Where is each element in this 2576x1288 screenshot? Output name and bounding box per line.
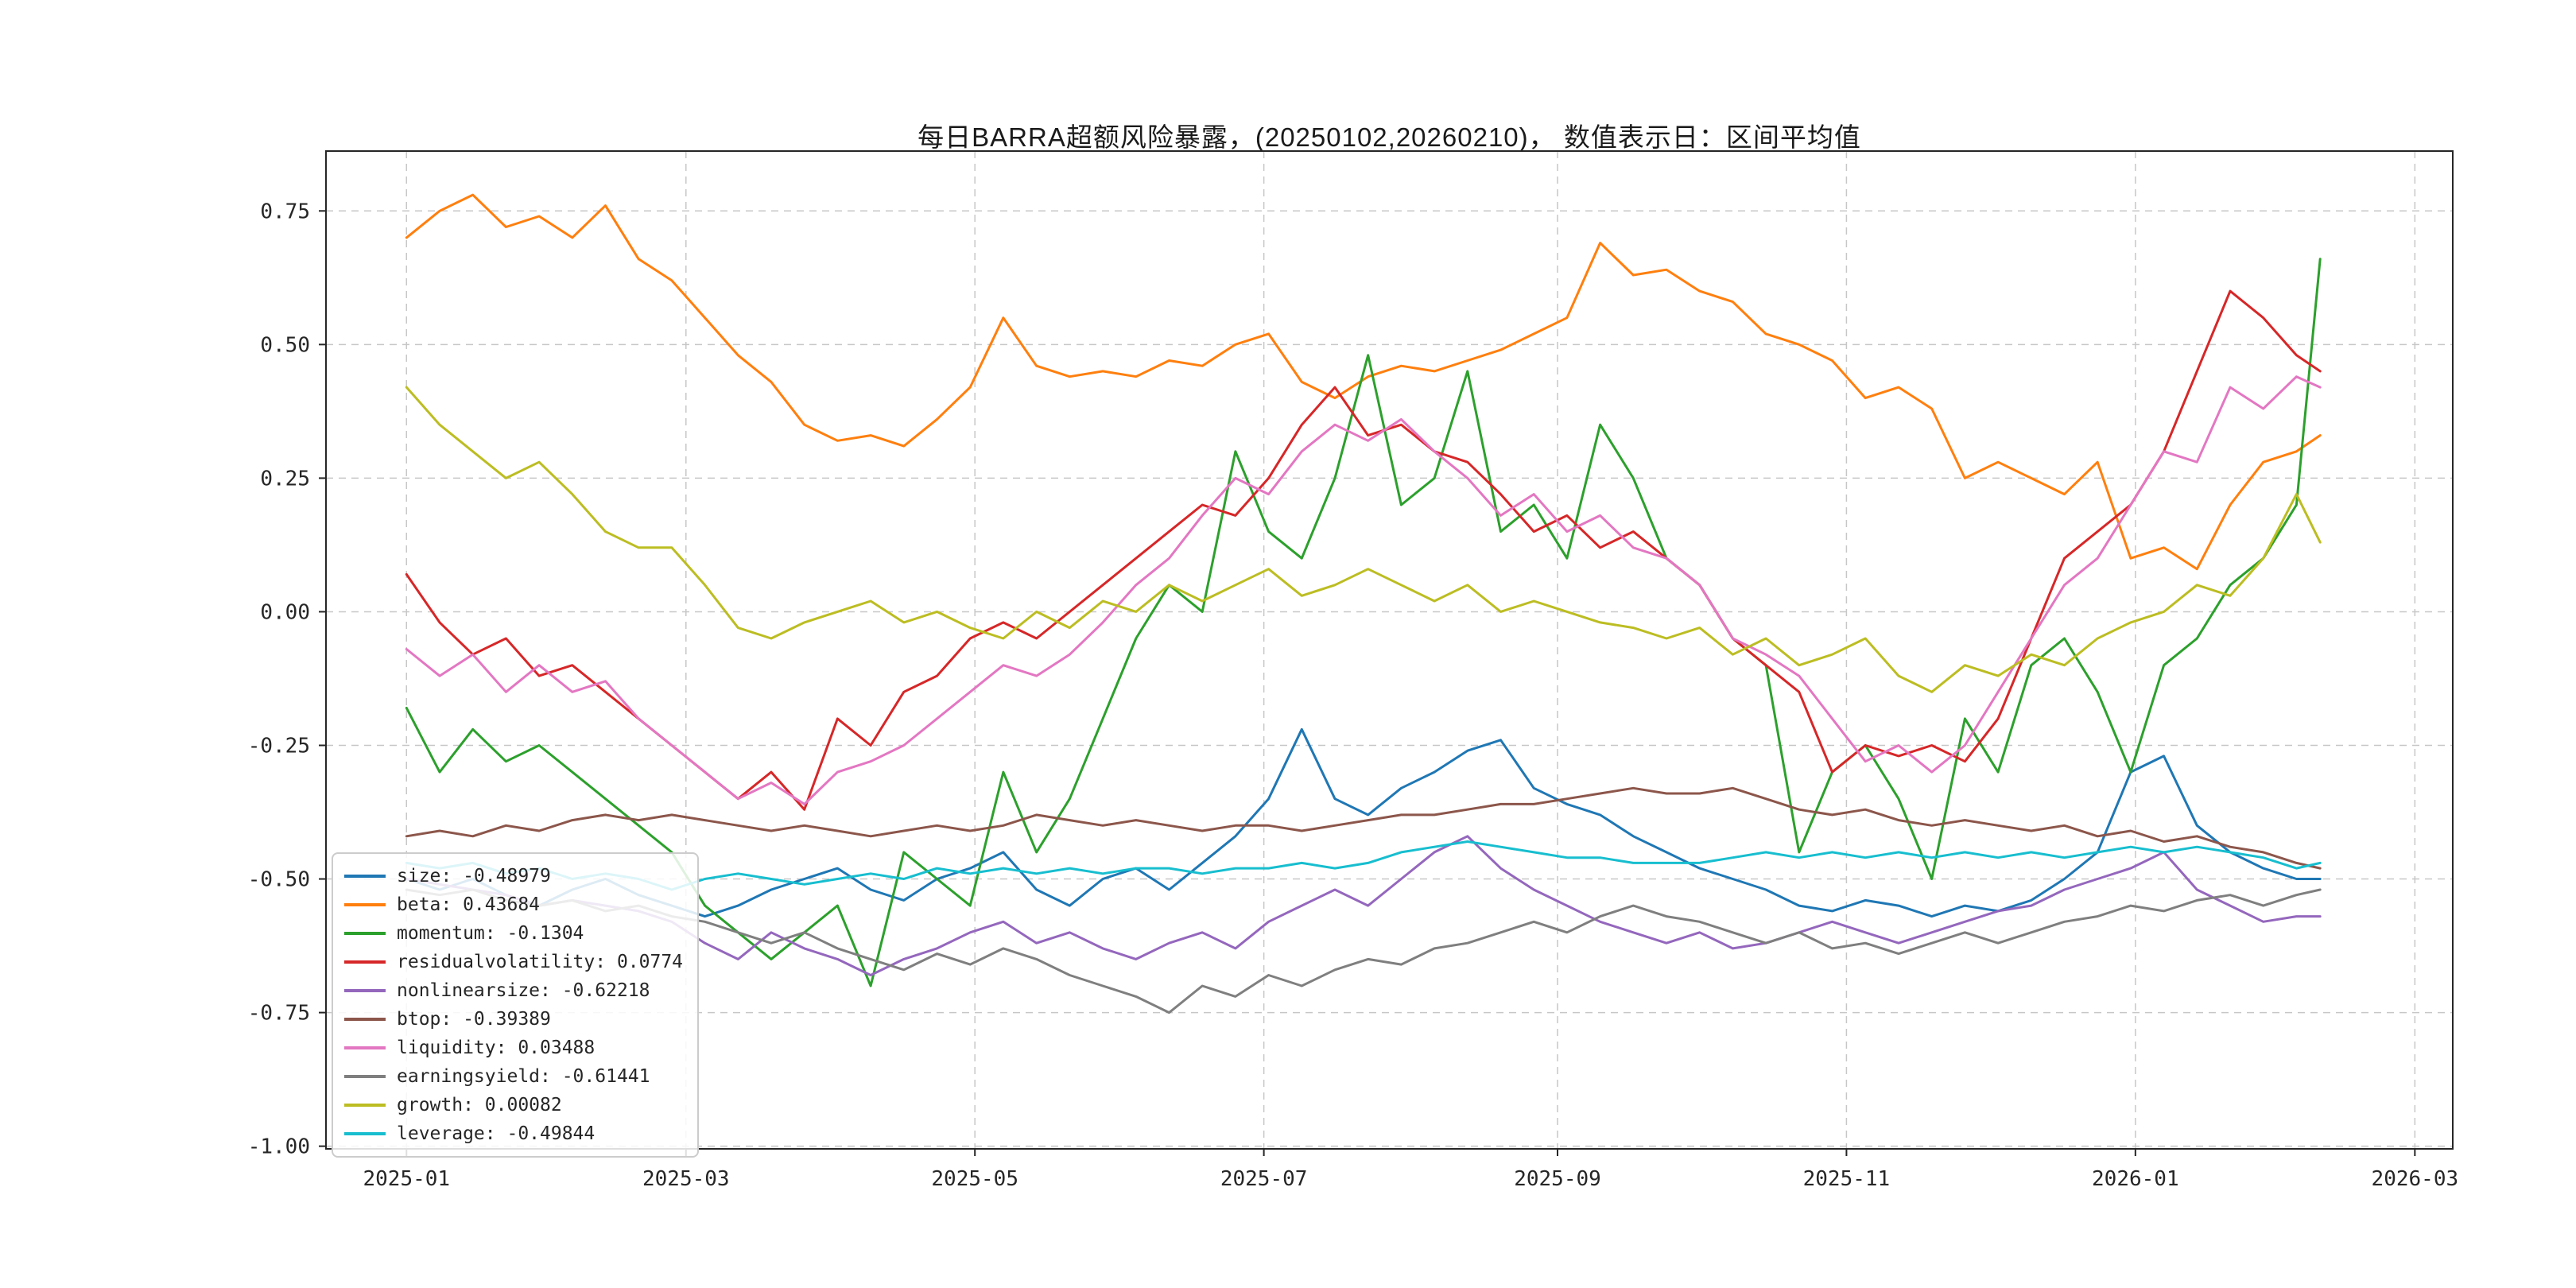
- y-tick-label: 0.25: [260, 467, 310, 491]
- tick-labels: 2025-01 2025-03 2025-05 2025-07 2025-09 2025-…: [248, 200, 2458, 1191]
- legend-line-swatch: [344, 1132, 386, 1135]
- legend-label: leverage: -0.49844: [397, 1123, 596, 1144]
- y-tick-label: -0.25: [248, 734, 310, 758]
- x-tick-label: 2025-07: [1220, 1167, 1308, 1191]
- legend-line-swatch: [344, 989, 386, 992]
- x-tick-label: 2025-05: [931, 1167, 1018, 1191]
- legend-item-liquidity: liquidity: 0.03488: [344, 1034, 683, 1062]
- legend-label: beta: 0.43684: [397, 894, 541, 915]
- legend-label: earningsyield: -0.61441: [397, 1066, 650, 1087]
- legend-item-nonlinearsize: nonlinearsize: -0.62218: [344, 976, 683, 1005]
- legend-label: liquidity: 0.03488: [397, 1038, 596, 1058]
- legend-line-swatch: [344, 960, 386, 964]
- x-tick-label: 2026-01: [2092, 1167, 2179, 1191]
- legend-item-growth: growth: 0.00082: [344, 1091, 683, 1119]
- legend-item-size: size: -0.48979: [344, 862, 683, 890]
- y-tick-label: 0.00: [260, 600, 310, 624]
- y-tick-label: -0.50: [248, 868, 310, 892]
- legend-label: growth: 0.00082: [397, 1095, 562, 1115]
- legend-label: residualvolatility: 0.0774: [397, 952, 684, 972]
- x-tick-label: 2025-01: [363, 1167, 450, 1191]
- legend-line-swatch: [344, 1046, 386, 1049]
- legend-item-momentum: momentum: -0.1304: [344, 919, 683, 948]
- y-tick-label: -0.75: [248, 1002, 310, 1026]
- x-tick-label: 2026-03: [2372, 1167, 2459, 1191]
- legend-item-residualvolatility: residualvolatility: 0.0774: [344, 948, 683, 976]
- legend-label: size: -0.48979: [397, 866, 551, 886]
- legend-item-earningsyield: earningsyield: -0.61441: [344, 1062, 683, 1091]
- legend-label: momentum: -0.1304: [397, 923, 584, 944]
- series-line-beta: [405, 193, 2322, 571]
- legend-line-swatch: [344, 903, 386, 906]
- y-tick-label: -1.00: [248, 1135, 310, 1159]
- legend-item-beta: beta: 0.43684: [344, 890, 683, 919]
- axes-border: [325, 150, 2454, 1150]
- series-line-leverage: [405, 840, 2322, 891]
- series-line-nonlinearsize: [405, 835, 2322, 976]
- legend-line-swatch: [344, 875, 386, 878]
- x-tick-label: 2025-03: [642, 1167, 730, 1191]
- legend-line-swatch: [344, 1104, 386, 1107]
- x-tick-label: 2025-11: [1803, 1167, 1891, 1191]
- x-tick-label: 2025-09: [1514, 1167, 1601, 1191]
- series-line-btop: [405, 786, 2322, 870]
- series-line-liquidity: [405, 375, 2322, 805]
- legend-item-leverage: leverage: -0.49844: [344, 1119, 683, 1148]
- legend-item-btop: btop: -0.39389: [344, 1005, 683, 1034]
- legend-line-swatch: [344, 1018, 386, 1021]
- legend-label: nonlinearsize: -0.62218: [397, 980, 650, 1001]
- series-line-size: [405, 727, 2322, 918]
- series-line-momentum: [405, 258, 2322, 987]
- y-tick-label: 0.75: [260, 200, 310, 223]
- series-line-growth: [405, 386, 2322, 693]
- legend-line-swatch: [344, 1075, 386, 1078]
- legend: size: -0.48979 beta: 0.43684 momentum: -0.…: [332, 852, 700, 1158]
- chart-title: 每日BARRA超额风险暴露，(20250102,20260210)， 数值表示日…: [918, 122, 1861, 152]
- legend-line-swatch: [344, 932, 386, 935]
- y-tick-label: 0.50: [260, 333, 310, 357]
- legend-label: btop: -0.39389: [397, 1009, 551, 1030]
- series-line-earningsyield: [405, 888, 2322, 1014]
